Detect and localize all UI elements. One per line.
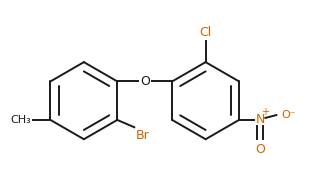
Text: O: O: [140, 75, 150, 88]
Text: O⁻: O⁻: [281, 110, 296, 120]
Text: O: O: [255, 144, 265, 156]
Text: N: N: [255, 113, 265, 126]
Text: Cl: Cl: [200, 26, 212, 39]
Text: Br: Br: [136, 129, 149, 142]
Text: +: +: [261, 107, 269, 117]
Text: CH₃: CH₃: [11, 115, 31, 125]
